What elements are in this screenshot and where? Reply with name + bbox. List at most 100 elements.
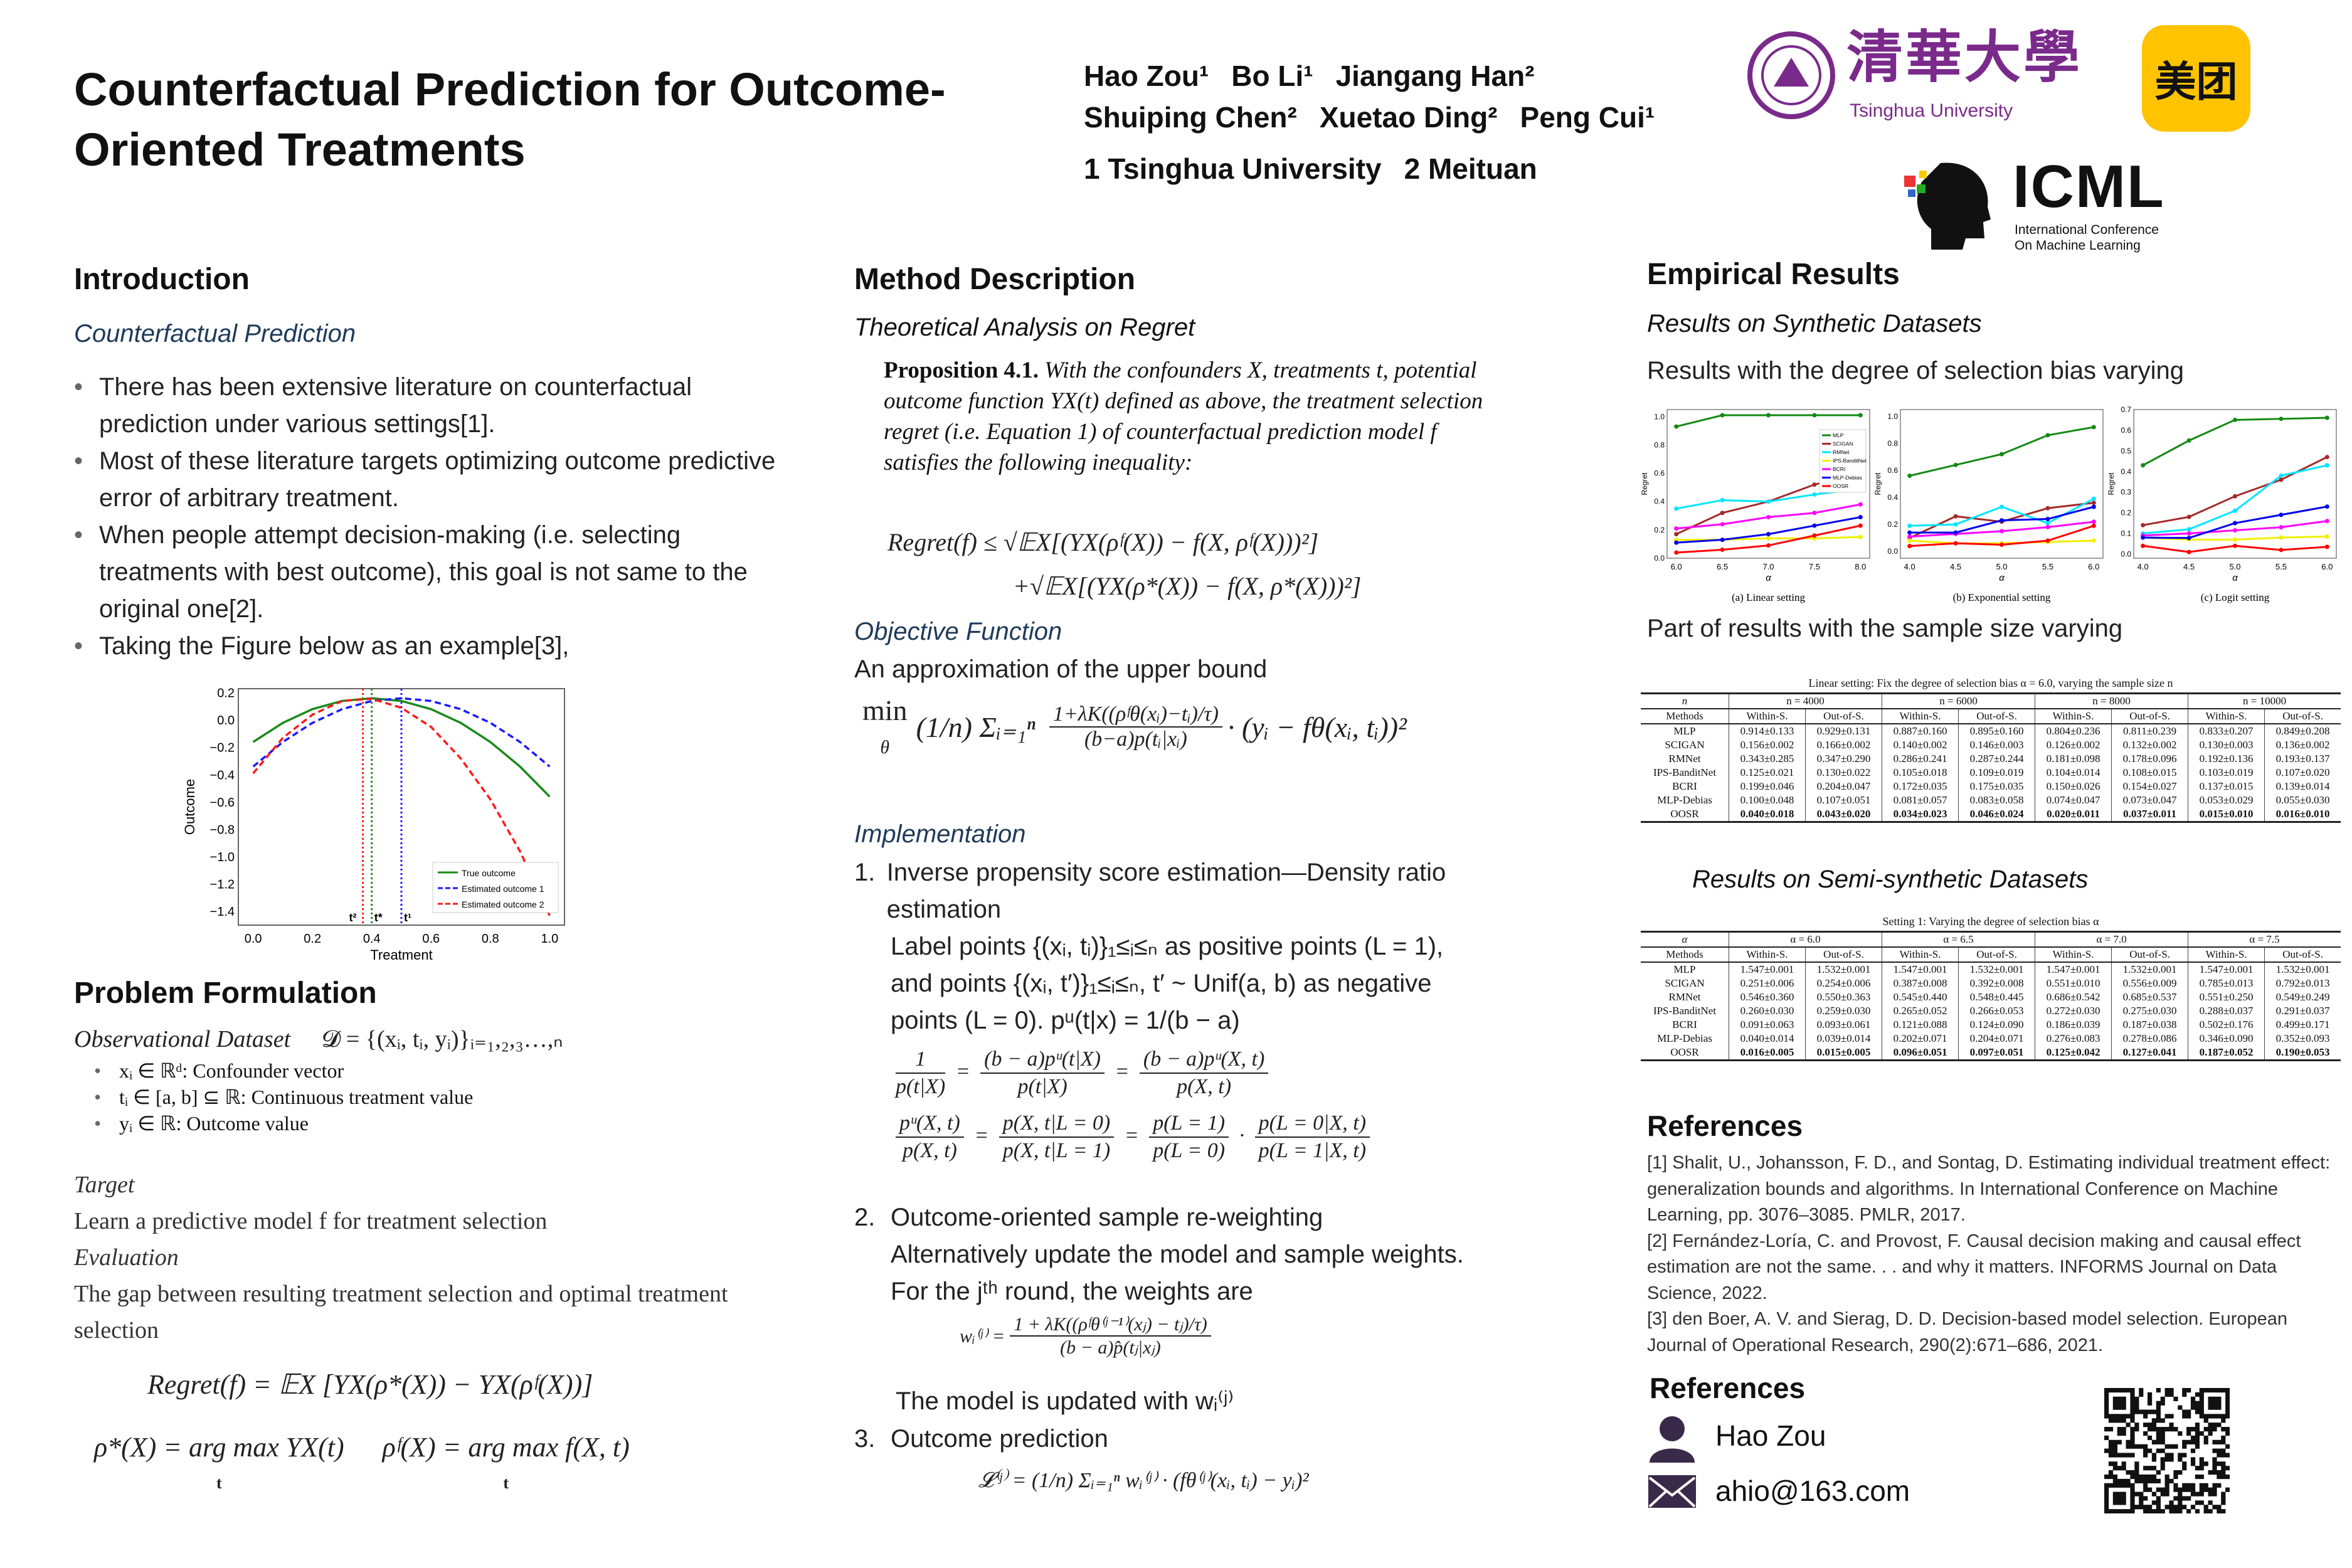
table-cell: 0.265±0.052 — [1882, 1004, 1959, 1018]
table-cell: 0.545±0.440 — [1882, 990, 1959, 1004]
qr-module — [2108, 1509, 2114, 1513]
qr-module — [2160, 1487, 2165, 1492]
qr-module — [2199, 1466, 2204, 1471]
qr-module — [2169, 1414, 2174, 1419]
qr-module — [2156, 1505, 2161, 1510]
qr-module — [2203, 1427, 2208, 1432]
qr-module — [2134, 1405, 2139, 1410]
qr-module — [2182, 1409, 2187, 1414]
qr-module — [2139, 1496, 2144, 1501]
qr-module — [2121, 1483, 2126, 1488]
data-point — [1812, 511, 1817, 516]
qr-module — [2190, 1439, 2196, 1444]
table-cell: 0.187±0.038 — [2111, 1018, 2188, 1032]
qr-module — [2151, 1457, 2157, 1462]
data-point — [1907, 530, 1912, 535]
qr-module — [2199, 1500, 2204, 1505]
qr-module — [2217, 1461, 2222, 1466]
data-point — [1907, 544, 1912, 549]
qr-module — [2195, 1491, 2200, 1496]
table-subheader: Within-S. — [1882, 709, 1959, 724]
table-cell: 0.108±0.015 — [2111, 766, 2188, 780]
qr-module — [2225, 1453, 2230, 1458]
qr-module — [2156, 1487, 2161, 1492]
table-cell: 0.034±0.023 — [1882, 807, 1959, 822]
data-point — [2186, 514, 2191, 519]
qr-module — [2139, 1409, 2144, 1414]
series-line-true-outcome — [252, 697, 551, 798]
qr-module — [2186, 1427, 2191, 1432]
qr-module — [2156, 1427, 2161, 1432]
y-tick-label: −0.6 — [210, 796, 235, 810]
qr-module — [2143, 1496, 2148, 1501]
contact-name: Hao Zou — [1715, 1419, 1826, 1452]
qr-module — [2143, 1422, 2148, 1428]
qr-module — [2104, 1500, 2109, 1505]
qr-module — [2195, 1427, 2200, 1432]
implementation-subheading: Implementation — [854, 820, 1026, 848]
data-point — [1720, 511, 1725, 516]
qr-module — [2130, 1439, 2135, 1444]
table-group-header: α = 7.0 — [2035, 931, 2188, 947]
table-cell: 0.178±0.096 — [2111, 752, 2188, 766]
qr-module — [2195, 1509, 2200, 1513]
qr-module — [2173, 1427, 2178, 1432]
data-point — [1858, 534, 1863, 539]
qr-module — [2130, 1470, 2135, 1475]
qr-module — [2182, 1466, 2187, 1471]
qr-module — [2151, 1478, 2157, 1484]
x-tick-label: 0.0 — [245, 932, 262, 946]
qr-module — [2190, 1461, 2196, 1466]
qr-module — [2126, 1470, 2131, 1475]
y-tick-label: 0.6 — [1654, 469, 1665, 478]
author: Xuetao Ding² — [1319, 101, 1498, 134]
variable-list: xᵢ ∈ ℝᵈ: Confounder vector tᵢ ∈ [a, b] ⊆… — [94, 1057, 473, 1136]
table-cell: 0.686±0.542 — [2035, 990, 2112, 1004]
qr-module — [2160, 1427, 2165, 1432]
qr-module — [2112, 1466, 2117, 1471]
table-cell: 0.204±0.047 — [1805, 780, 1882, 793]
qr-module — [2169, 1478, 2174, 1484]
qr-module — [2186, 1496, 2191, 1501]
table-cell: 0.096±0.051 — [1882, 1046, 1959, 1061]
qr-module — [2108, 1470, 2114, 1475]
table-cell: 0.193±0.137 — [2264, 752, 2341, 766]
qr-module — [2139, 1491, 2144, 1496]
table-cell: 0.685±0.537 — [2111, 990, 2188, 1004]
table-cell: 0.895±0.160 — [1958, 724, 2035, 738]
table-cell: 0.202±0.071 — [1882, 1032, 1959, 1046]
x-axis-label: α — [1999, 573, 2005, 583]
qr-module — [2164, 1444, 2169, 1449]
qr-module — [2169, 1388, 2174, 1393]
qr-module — [2164, 1427, 2169, 1432]
contact-email[interactable]: ahio@163.com — [1715, 1475, 1910, 1507]
table-cell: 0.275±0.030 — [2111, 1004, 2188, 1018]
table-row: OOSR 0.016±0.005 0.015±0.005 0.096±0.051 0.0… — [1641, 1046, 2341, 1061]
x-tick-label: 8.0 — [1855, 562, 1866, 571]
table-cell: 0.192±0.136 — [2188, 752, 2265, 766]
qr-module — [2112, 1448, 2117, 1453]
semi-synthetic-subheading: Results on Semi-synthetic Datasets — [1692, 866, 2089, 893]
qr-module — [2160, 1435, 2165, 1441]
qr-module — [2190, 1505, 2196, 1510]
qr-module — [2212, 1505, 2217, 1510]
table-row: IPS-BanditNet 0.260±0.030 0.259±0.030 0.265… — [1641, 1004, 2341, 1018]
qr-module — [2147, 1487, 2153, 1492]
qr-module — [2151, 1474, 2157, 1480]
data-point — [1674, 550, 1679, 555]
table-caption: Linear setting: Fix the degree of select… — [1808, 677, 2173, 689]
method-name-cell: MLP — [1673, 963, 1696, 975]
x-axis-label: α — [2232, 573, 2238, 583]
data-point — [2045, 524, 2050, 529]
table-subheader-row: Methods Within-S. Out-of-S. Within-S. Out-of… — [1641, 947, 2341, 962]
table-cell: 0.347±0.290 — [1805, 752, 1882, 766]
tsinghua-logo: 清華大學 Tsinghua University — [1746, 25, 2122, 132]
qr-code[interactable] — [2104, 1388, 2230, 1513]
qr-module — [2121, 1461, 2126, 1466]
qr-module — [2186, 1409, 2191, 1414]
table-group-row: n n = 4000 n = 6000 n = 8000 n = 10000 — [1641, 693, 2341, 709]
data-point — [2000, 504, 2004, 509]
qr-module — [2117, 1388, 2122, 1393]
qr-module — [2134, 1491, 2139, 1496]
x-tick-label: 5.5 — [2042, 562, 2053, 571]
